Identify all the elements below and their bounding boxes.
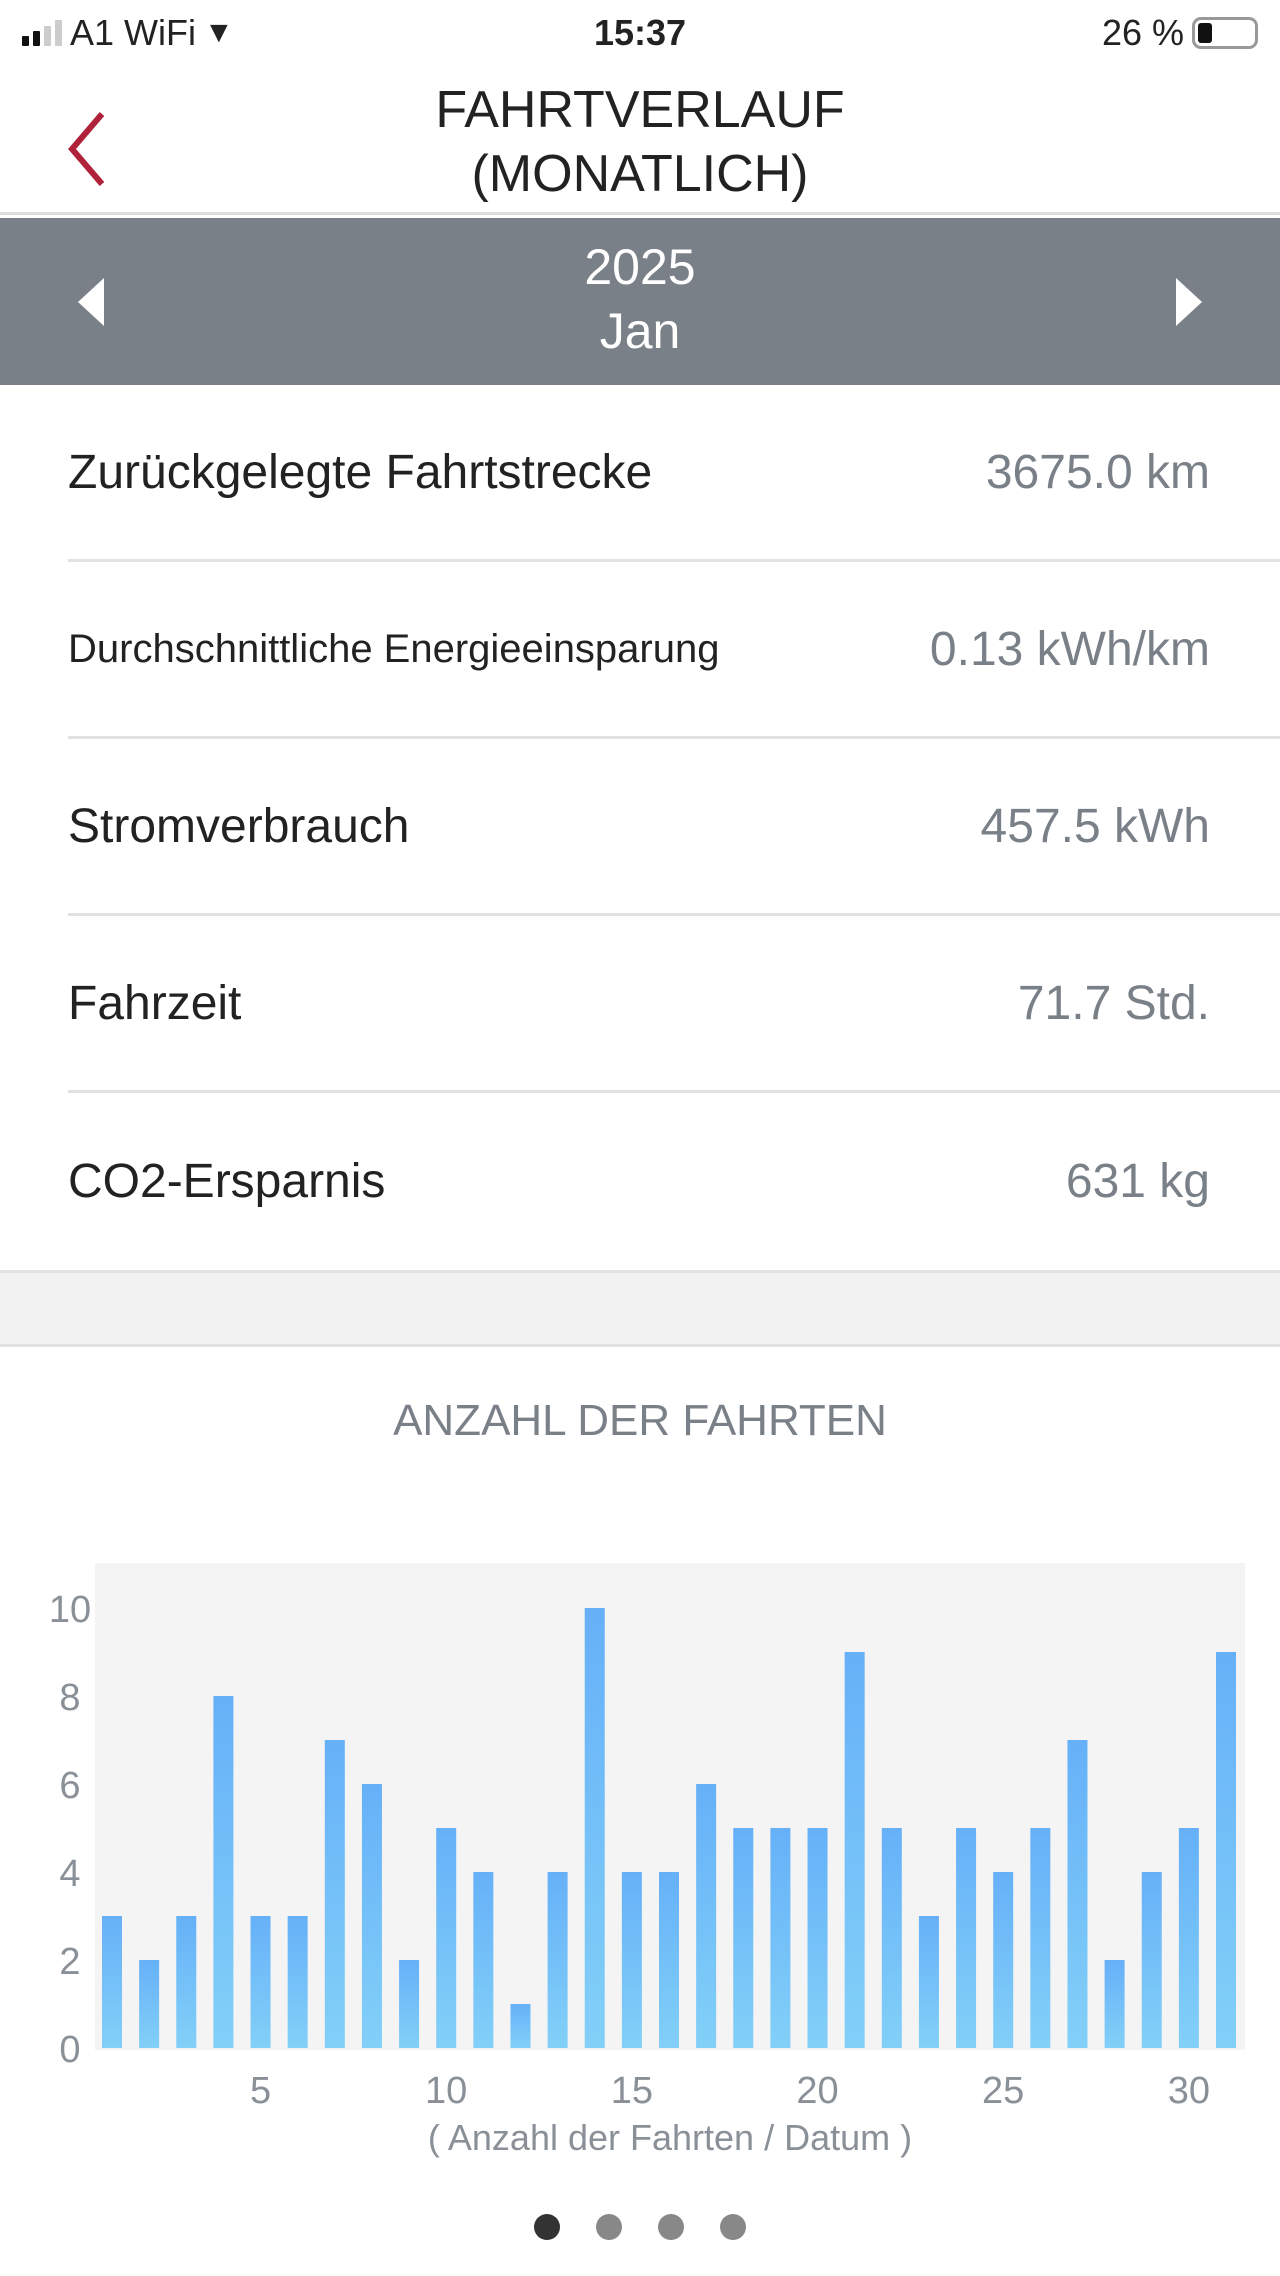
bar-day-19 (770, 1828, 791, 2048)
bar-day-7 (324, 1740, 345, 2048)
previous-month-button[interactable] (78, 278, 104, 326)
header: FAHRTVERLAUF (MONATLICH) (0, 66, 1280, 215)
stat-label: Stromverbrauch (68, 799, 410, 853)
stat-row-driving-time: Fahrzeit 71.7 Std. (68, 916, 1280, 1093)
page-dot-1[interactable] (534, 2214, 560, 2240)
battery-percent: 26 % (1101, 12, 1184, 53)
period-selector: 2025 Jan (0, 218, 1280, 385)
bar-day-13 (547, 1872, 568, 2048)
page-dot-2[interactable] (596, 2214, 622, 2240)
bar-day-29 (1141, 1872, 1162, 2048)
bar-day-8 (361, 1784, 382, 2048)
bar-day-17 (696, 1784, 717, 2048)
bar-day-12 (510, 2004, 531, 2048)
section-divider (0, 1270, 1280, 1347)
clock: 15:37 (593, 12, 687, 53)
stat-value: 3675.0 km (985, 445, 1210, 499)
bar-day-30 (1178, 1828, 1199, 2048)
carrier: A1 WiFi (70, 12, 196, 53)
stat-row-energy-saving: Durchschnittliche Energieeinsparung 0.13 … (68, 562, 1280, 739)
stat-value: 71.7 Std. (1017, 976, 1210, 1030)
page-indicator (0, 2214, 1280, 2240)
stat-label: Zurückgelegte Fahrtstrecke (68, 445, 653, 499)
y-tick-label: 8 (59, 1677, 80, 1719)
stat-label: Durchschnittliche Energieeinsparung (68, 626, 720, 671)
bar-day-16 (659, 1872, 679, 2048)
x-tick-label: 15 (611, 2070, 653, 2112)
page-dot-4[interactable] (720, 2214, 746, 2240)
period-month: Jan (599, 303, 681, 359)
wifi-icon: ▼ (204, 16, 234, 49)
bar-day-18 (733, 1828, 754, 2048)
stat-row-distance: Zurückgelegte Fahrtstrecke 3675.0 km (68, 385, 1280, 562)
y-tick-label: 10 (49, 1589, 91, 1631)
bar-day-2 (139, 1960, 160, 2048)
stat-label: CO2-Ersparnis (68, 1155, 386, 1208)
back-button[interactable] (62, 106, 122, 186)
bar-day-21 (844, 1652, 865, 2048)
period-year: 2025 (584, 239, 696, 295)
bar-day-11 (473, 1872, 494, 2048)
bar-day-23 (918, 1916, 939, 2048)
bar-day-14 (584, 1608, 605, 2048)
bar-day-6 (287, 1916, 308, 2048)
page-dot-3[interactable] (658, 2214, 684, 2240)
stats-list: Zurückgelegte Fahrtstrecke 3675.0 km Durc… (0, 385, 1280, 1270)
bar-day-31 (1216, 1652, 1236, 2048)
bar-day-4 (213, 1696, 234, 2048)
bar-day-25 (993, 1872, 1014, 2048)
y-tick-label: 0 (59, 2029, 80, 2071)
bar-day-26 (1030, 1828, 1051, 2048)
chart-title: ANZAHL DER FAHRTEN (393, 1396, 887, 1445)
x-tick-label: 10 (425, 2070, 467, 2112)
x-tick-label: 20 (796, 2070, 838, 2112)
status-bar: A1 WiFi ▼ 15:37 26 % (0, 0, 1280, 66)
x-tick-label: 30 (1168, 2070, 1210, 2112)
signal-icon (22, 20, 62, 46)
y-tick-label: 4 (59, 1853, 80, 1895)
y-tick-label: 6 (59, 1765, 80, 1807)
stat-row-co2: CO2-Ersparnis 631 kg (68, 1093, 1280, 1270)
bar-day-27 (1067, 1740, 1088, 2048)
bar-day-24 (956, 1828, 977, 2048)
bar-day-28 (1104, 1960, 1125, 2048)
stat-value: 631 kg (1065, 1155, 1210, 1208)
next-month-button[interactable] (1176, 278, 1202, 326)
x-tick-label: 5 (250, 2070, 271, 2112)
stat-value: 457.5 kWh (980, 799, 1210, 853)
bar-day-22 (881, 1828, 902, 2048)
stat-row-power-consumption: Stromverbrauch 457.5 kWh (68, 739, 1280, 916)
y-tick-label: 2 (59, 1941, 80, 1983)
x-tick-label: 25 (982, 2070, 1024, 2112)
bar-day-15 (621, 1872, 642, 2048)
bar-day-20 (807, 1828, 828, 2048)
page-title: FAHRTVERLAUF (MONATLICH) (435, 81, 845, 203)
bar-day-10 (436, 1828, 457, 2048)
stat-label: Fahrzeit (68, 976, 242, 1030)
bar-day-9 (399, 1960, 420, 2048)
x-axis-label: ( Anzahl der Fahrten / Datum ) (428, 2117, 912, 2158)
bar-day-3 (176, 1916, 197, 2048)
stat-value: 0.13 kWh/km (929, 622, 1210, 676)
bar-day-1 (102, 1916, 122, 2048)
bar-day-5 (250, 1916, 271, 2048)
battery-icon (1192, 17, 1258, 49)
trips-bar-chart: ( Anzahl der Fahrten / Datum ) 0 2 4 6 8 10 5 1… (49, 1563, 1245, 2158)
